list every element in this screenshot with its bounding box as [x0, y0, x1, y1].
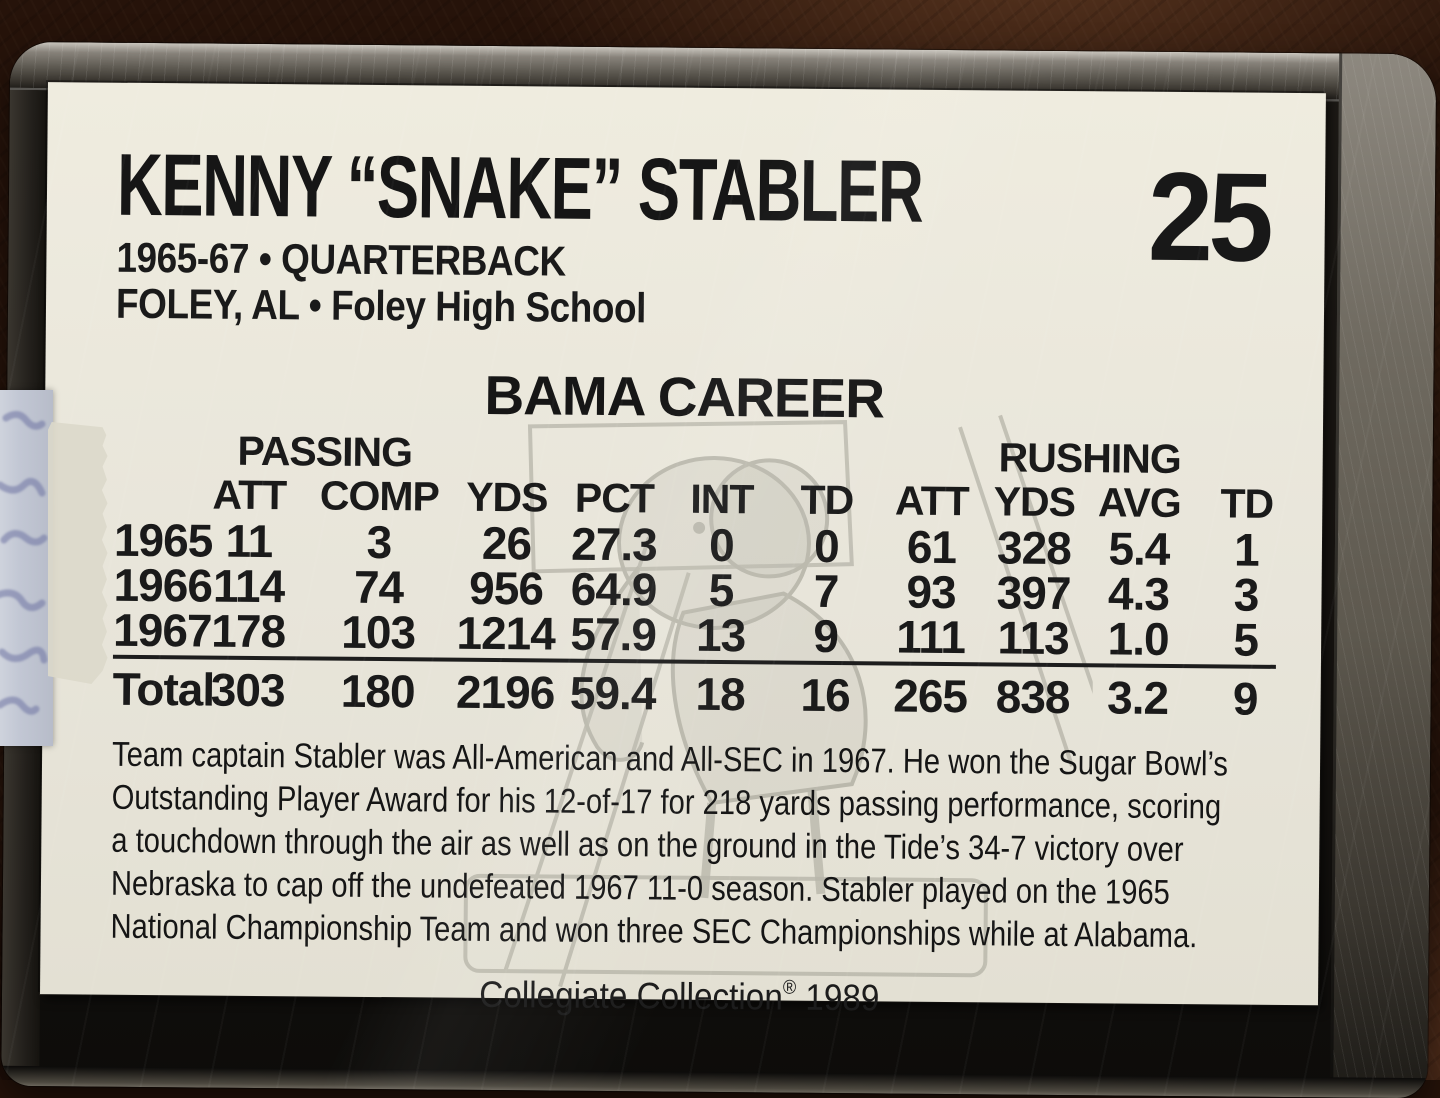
stat-cell: 1.0: [1107, 612, 1169, 665]
card-number: 25: [1147, 145, 1270, 288]
year-cell: 1967: [112, 603, 212, 657]
col-header-rush-yds: YDS: [993, 478, 1076, 526]
col-header-yds: YDS: [466, 473, 548, 521]
stat-cell: 18: [695, 667, 745, 721]
col-header-rush-td: TD: [1220, 480, 1274, 527]
tape-residue-patch: [48, 422, 108, 684]
stat-cell: 838: [995, 670, 1070, 724]
handwriting-marks: [0, 411, 48, 715]
registered-mark: ®: [782, 976, 796, 999]
holder-bottom-edge: [1, 1065, 1428, 1098]
stat-cell: 3.2: [1106, 671, 1169, 724]
stat-cell: 5: [1233, 613, 1259, 666]
col-header-comp: COMP: [319, 472, 440, 520]
passing-group-header: PASSING: [237, 427, 413, 476]
brand-name: Collegiate Collection: [478, 973, 783, 1018]
col-header-rush-avg: AVG: [1097, 479, 1181, 527]
stat-cell: 178: [211, 604, 286, 658]
brand-footer-text: Collegiate Collection® 1989: [479, 974, 880, 1019]
stat-cell: 9: [813, 609, 839, 663]
stat-cell: 265: [893, 669, 968, 723]
handwritten-note-paper: [0, 390, 53, 746]
stat-cell: 103: [341, 605, 416, 659]
stat-cell: 9: [1232, 672, 1258, 725]
col-header-pct: PCT: [574, 474, 655, 522]
brand-footer: Collegiate Collection® 1989: [40, 970, 1318, 1023]
total-label-cell: Total: [112, 662, 215, 716]
stat-cell: 57.9: [570, 607, 657, 661]
col-header-att: ATT: [212, 471, 287, 519]
card-holder-sleeve: KENNY “SNAKE” STABLER 1965-67 • QUARTERB…: [1, 41, 1437, 1098]
stats-row-1967: 1967 178 103 1214 57.9 13 9 111 113 1.0 …: [112, 603, 1298, 666]
bio-text: Team captain Stabler was All-American an…: [110, 734, 1320, 960]
stat-cell: 2196: [455, 665, 555, 719]
col-header-rush-att: ATT: [894, 477, 969, 525]
stat-cell: 113: [997, 611, 1069, 665]
col-header-int: INT: [690, 475, 754, 523]
trading-card-back: KENNY “SNAKE” STABLER 1965-67 • QUARTERB…: [40, 82, 1326, 1018]
player-name: KENNY “SNAKE” STABLER: [116, 134, 923, 241]
stat-cell: 303: [210, 663, 285, 717]
stat-cell: 13: [695, 608, 746, 662]
stat-cell: 16: [800, 668, 850, 722]
rushing-group-header: RUSHING: [998, 434, 1181, 483]
career-stats-table: PASSING RUSHING ATT COMP YDS PCT INT TD …: [112, 427, 1299, 725]
brand-year: 1989: [795, 976, 880, 1019]
year-header-cell: [114, 494, 194, 495]
bio-line: National Championship Team and won three…: [110, 907, 1198, 956]
holder-right-edge: [1330, 53, 1437, 1098]
stat-cell: 1214: [456, 606, 556, 660]
col-header-td: TD: [800, 476, 854, 524]
card-header: KENNY “SNAKE” STABLER 1965-67 • QUARTERB…: [46, 134, 1326, 337]
stats-row-total: Total 303 180 2196 59.4 18 16 265 838 3.…: [112, 662, 1297, 725]
section-title: BAMA CAREER: [484, 363, 885, 430]
stat-cell: 111: [896, 610, 966, 664]
stat-cell: 180: [340, 664, 415, 718]
hometown-school: FOLEY, AL • Foley High School: [115, 279, 647, 332]
stat-cell: 59.4: [569, 666, 656, 720]
